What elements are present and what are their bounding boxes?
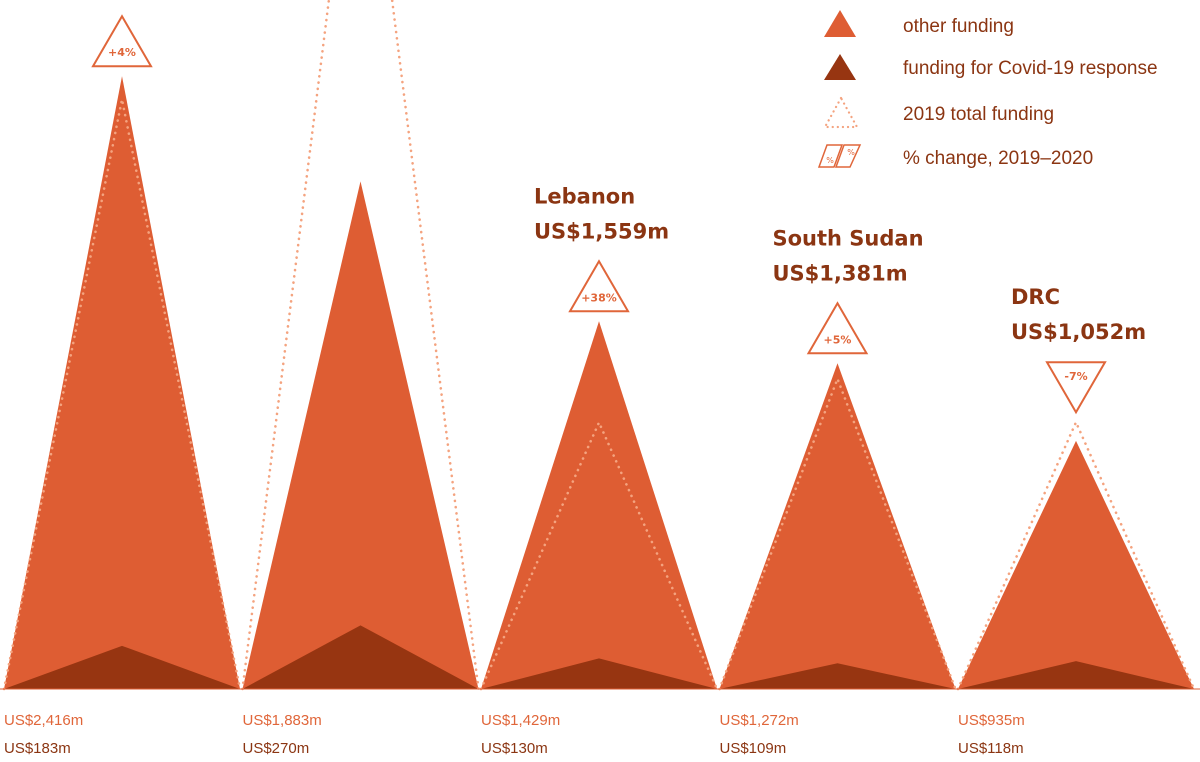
lebanon-change-label: +38% (581, 291, 617, 304)
lebanon-total-peak (481, 321, 717, 689)
south-sudan-total-peak (719, 363, 956, 689)
syria-2019-outline (2, 99, 242, 691)
drc-2019-outline (956, 419, 1196, 691)
syria-change-badge (91, 14, 153, 68)
syria-total-peak (4, 76, 240, 689)
drc-total-peak (958, 440, 1194, 689)
syria-covid-peak (4, 645, 240, 689)
drc-change-badge (1045, 361, 1107, 415)
legend-2019-label: 2019 total funding (903, 104, 1054, 125)
south-sudan-other-value: US$1,272m (720, 712, 799, 729)
south-sudan-total: US$1,381m (773, 261, 908, 285)
south-sudan-change-label: +5% (824, 333, 852, 346)
drc-covid-peak (958, 661, 1194, 689)
lebanon-change-badge (568, 259, 630, 313)
yemen-2019-outline (241, 0, 480, 691)
lebanon-name: Lebanon (534, 184, 635, 208)
legend-change-icon-pct-b: % (847, 148, 855, 157)
legend-other-swatch (824, 10, 856, 37)
legend: other funding funding for Covid-19 respo… (817, 10, 1158, 169)
yemen-total-peak (242, 181, 479, 689)
drc-total: US$1,052m (1011, 320, 1146, 344)
drc-name: DRC (1011, 285, 1060, 309)
legend-other-label: other funding (903, 16, 1014, 37)
south-sudan-change-badge (806, 301, 869, 355)
drc-covid-value: US$118m (958, 740, 1024, 757)
lebanon-covid-value: US$130m (481, 740, 548, 757)
syria-change-label: +4% (108, 46, 136, 59)
legend-change-label: % change, 2019–2020 (903, 148, 1093, 169)
lebanon-total: US$1,559m (534, 219, 669, 243)
drc-change-label: -7% (1064, 370, 1087, 383)
yemen-covid-value: US$270m (243, 740, 310, 757)
drc-other-value: US$935m (958, 712, 1025, 729)
legend-2019-swatch (823, 95, 859, 129)
south-sudan-name: South Sudan (773, 226, 924, 250)
lebanon-other-value: US$1,429m (481, 712, 560, 729)
syria-covid-value: US$183m (4, 740, 71, 757)
yemen-other-value: US$1,883m (243, 712, 322, 729)
south-sudan-covid-peak (719, 663, 956, 689)
lebanon-covid-peak (481, 658, 717, 689)
legend-covid-label: funding for Covid-19 response (903, 58, 1158, 79)
legend-change-icon-pct-a: % (826, 156, 834, 165)
yemen-covid-peak (242, 625, 479, 689)
syria-other-value: US$2,416m (4, 712, 83, 729)
south-sudan-covid-value: US$109m (720, 740, 787, 757)
legend-covid-swatch (824, 54, 856, 80)
legend-change-icon: % % (817, 144, 862, 168)
lebanon-2019-outline (479, 419, 719, 691)
